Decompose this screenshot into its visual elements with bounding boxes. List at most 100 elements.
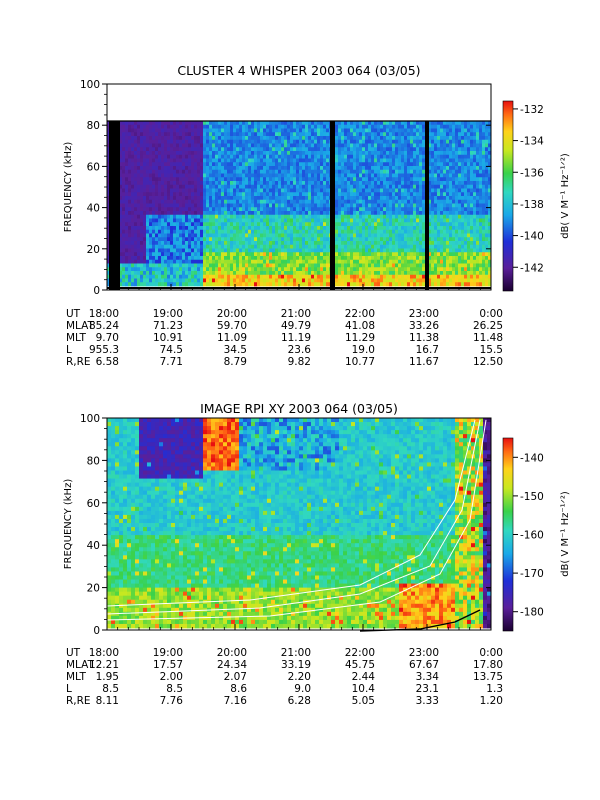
spectrogram-cell bbox=[209, 121, 213, 126]
spectrogram-cell bbox=[233, 211, 237, 216]
spectrogram-cell bbox=[134, 241, 138, 246]
spectrogram-cell bbox=[236, 181, 240, 186]
spectrogram-cell bbox=[413, 222, 417, 227]
spectrogram-cell bbox=[170, 229, 174, 234]
spectrogram-cell bbox=[194, 154, 198, 159]
spectrogram-cell bbox=[311, 173, 315, 178]
spectrogram-cell bbox=[320, 267, 324, 272]
spectrogram-cell bbox=[260, 136, 264, 141]
spectrogram-cell bbox=[176, 169, 180, 174]
spectrogram-cell bbox=[269, 229, 273, 234]
spectrogram-cell bbox=[122, 256, 126, 261]
spectrogram-cell bbox=[374, 181, 378, 186]
spectrogram-cell bbox=[131, 271, 135, 276]
spectrogram-cell bbox=[302, 267, 306, 272]
spectrogram-cell bbox=[203, 256, 207, 261]
spectrogram-cell bbox=[359, 214, 363, 219]
spectrogram-cell bbox=[305, 252, 309, 257]
spectrogram-cell bbox=[302, 214, 306, 219]
spectrogram-cell bbox=[119, 207, 123, 212]
spectrogram-cell bbox=[179, 267, 183, 272]
spectrogram-cell bbox=[422, 248, 426, 253]
spectrogram-cell bbox=[371, 278, 375, 283]
spectrogram-cell bbox=[149, 188, 153, 193]
spectrogram-cell bbox=[371, 169, 375, 174]
spectrogram-cell bbox=[179, 271, 183, 276]
spectrogram-cell bbox=[245, 188, 249, 193]
spectrogram-cell bbox=[263, 199, 267, 204]
spectrogram-cell bbox=[371, 211, 375, 216]
spectrogram-cell bbox=[119, 158, 123, 163]
spectrogram-cell bbox=[167, 211, 171, 216]
spectrogram-cell bbox=[131, 267, 135, 272]
spectrogram-cell bbox=[422, 136, 426, 141]
spectrogram-cell bbox=[209, 154, 213, 159]
spectrogram-cell bbox=[317, 248, 321, 253]
spectrogram-cell bbox=[317, 203, 321, 208]
spectrogram-cell bbox=[134, 139, 138, 144]
spectrogram-cell bbox=[239, 184, 243, 189]
spectrogram-cell bbox=[296, 184, 300, 189]
spectrogram-cell bbox=[413, 248, 417, 253]
spectrogram-cell bbox=[356, 199, 360, 204]
spectrogram-cell bbox=[305, 282, 309, 287]
spectrogram-cell bbox=[212, 151, 216, 156]
spectrogram-cell bbox=[218, 271, 222, 276]
spectrogram-cell bbox=[176, 252, 180, 257]
spectrogram-cell bbox=[368, 147, 372, 152]
spectrogram-cell bbox=[212, 211, 216, 216]
spectrogram-cell bbox=[386, 162, 390, 167]
spectrogram-cell bbox=[284, 173, 288, 178]
spectrogram-cell bbox=[314, 274, 318, 279]
spectrogram-cell bbox=[272, 256, 276, 261]
spectrogram-cell bbox=[281, 154, 285, 159]
spectrogram-cell bbox=[284, 136, 288, 141]
spectrogram-cell bbox=[395, 166, 399, 171]
spectrogram-cell bbox=[392, 222, 396, 227]
spectrogram-cell bbox=[413, 263, 417, 268]
spectrogram-cell bbox=[404, 211, 408, 216]
spectrogram-cell bbox=[263, 177, 267, 182]
spectrogram-cell bbox=[293, 248, 297, 253]
spectrogram-cell bbox=[416, 158, 420, 163]
spectrogram-cell bbox=[131, 226, 135, 231]
spectrogram-cell bbox=[293, 278, 297, 283]
spectrogram-cell bbox=[200, 229, 204, 234]
spectrogram-cell bbox=[263, 188, 267, 193]
spectrogram-cell bbox=[218, 158, 222, 163]
spectrogram-cell bbox=[401, 207, 405, 212]
spectrogram-cell bbox=[248, 177, 252, 182]
spectrogram-cell bbox=[407, 199, 411, 204]
spectrogram-cell bbox=[323, 244, 327, 249]
spectrogram-cell bbox=[416, 154, 420, 159]
spectrogram-cell bbox=[203, 192, 207, 197]
spectrogram-cell bbox=[242, 158, 246, 163]
spectrogram-cell bbox=[323, 169, 327, 174]
spectrogram-cell bbox=[380, 139, 384, 144]
spectrogram-cell bbox=[362, 151, 366, 156]
spectrogram-cell bbox=[278, 263, 282, 268]
spectrogram-cell bbox=[335, 143, 339, 148]
spectrogram-cell bbox=[194, 229, 198, 234]
spectrogram-cell bbox=[206, 151, 210, 156]
spectrogram-cell bbox=[335, 207, 339, 212]
spectrogram-cell bbox=[422, 241, 426, 246]
spectrogram-cell bbox=[374, 199, 378, 204]
spectrogram-cell bbox=[290, 154, 294, 159]
spectrogram-cell bbox=[353, 136, 357, 141]
spectrogram-cell bbox=[242, 203, 246, 208]
spectrogram-cell bbox=[296, 282, 300, 287]
spectrogram-cell bbox=[335, 244, 339, 249]
spectrogram-cell bbox=[161, 211, 165, 216]
spectrogram-cell bbox=[161, 271, 165, 276]
spectrogram-cell bbox=[227, 188, 231, 193]
spectrogram-cell bbox=[173, 271, 177, 276]
spectrogram-cell bbox=[245, 241, 249, 246]
spectrogram-cell bbox=[281, 211, 285, 216]
spectrogram-cell bbox=[134, 256, 138, 261]
spectrogram-cell bbox=[170, 252, 174, 257]
spectrogram-cell bbox=[194, 237, 198, 242]
spectrogram-cell bbox=[347, 139, 351, 144]
spectrogram-cell bbox=[269, 192, 273, 197]
spectrogram-cell bbox=[338, 252, 342, 257]
